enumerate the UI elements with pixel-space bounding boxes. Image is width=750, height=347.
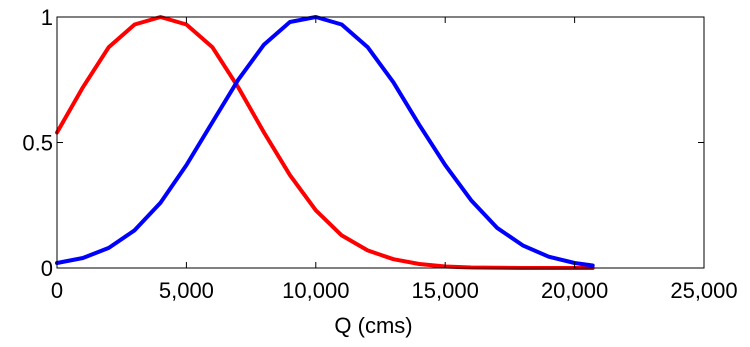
x-tick-label: 25,000 <box>670 278 737 303</box>
x-tick-label: 10,000 <box>282 278 349 303</box>
x-axis-label: Q (cms) <box>334 313 412 338</box>
y-tick-label: 1 <box>41 5 53 30</box>
x-tick-label: 5,000 <box>159 278 214 303</box>
series-layer <box>55 15 595 270</box>
y-tick-label: 0 <box>41 256 53 281</box>
ticks-layer: 0 5,000 10,000 15,000 20,000 25,000 0 0.5 1 <box>22 5 737 303</box>
x-tick-label: 15,000 <box>412 278 479 303</box>
x-tick-label: 20,000 <box>541 278 608 303</box>
series-line-1 <box>55 15 595 270</box>
x-tick-label: 0 <box>51 278 63 303</box>
series-line-2 <box>55 15 595 268</box>
y-tick-label: 0.5 <box>22 131 53 156</box>
plot-frame <box>56 16 705 269</box>
